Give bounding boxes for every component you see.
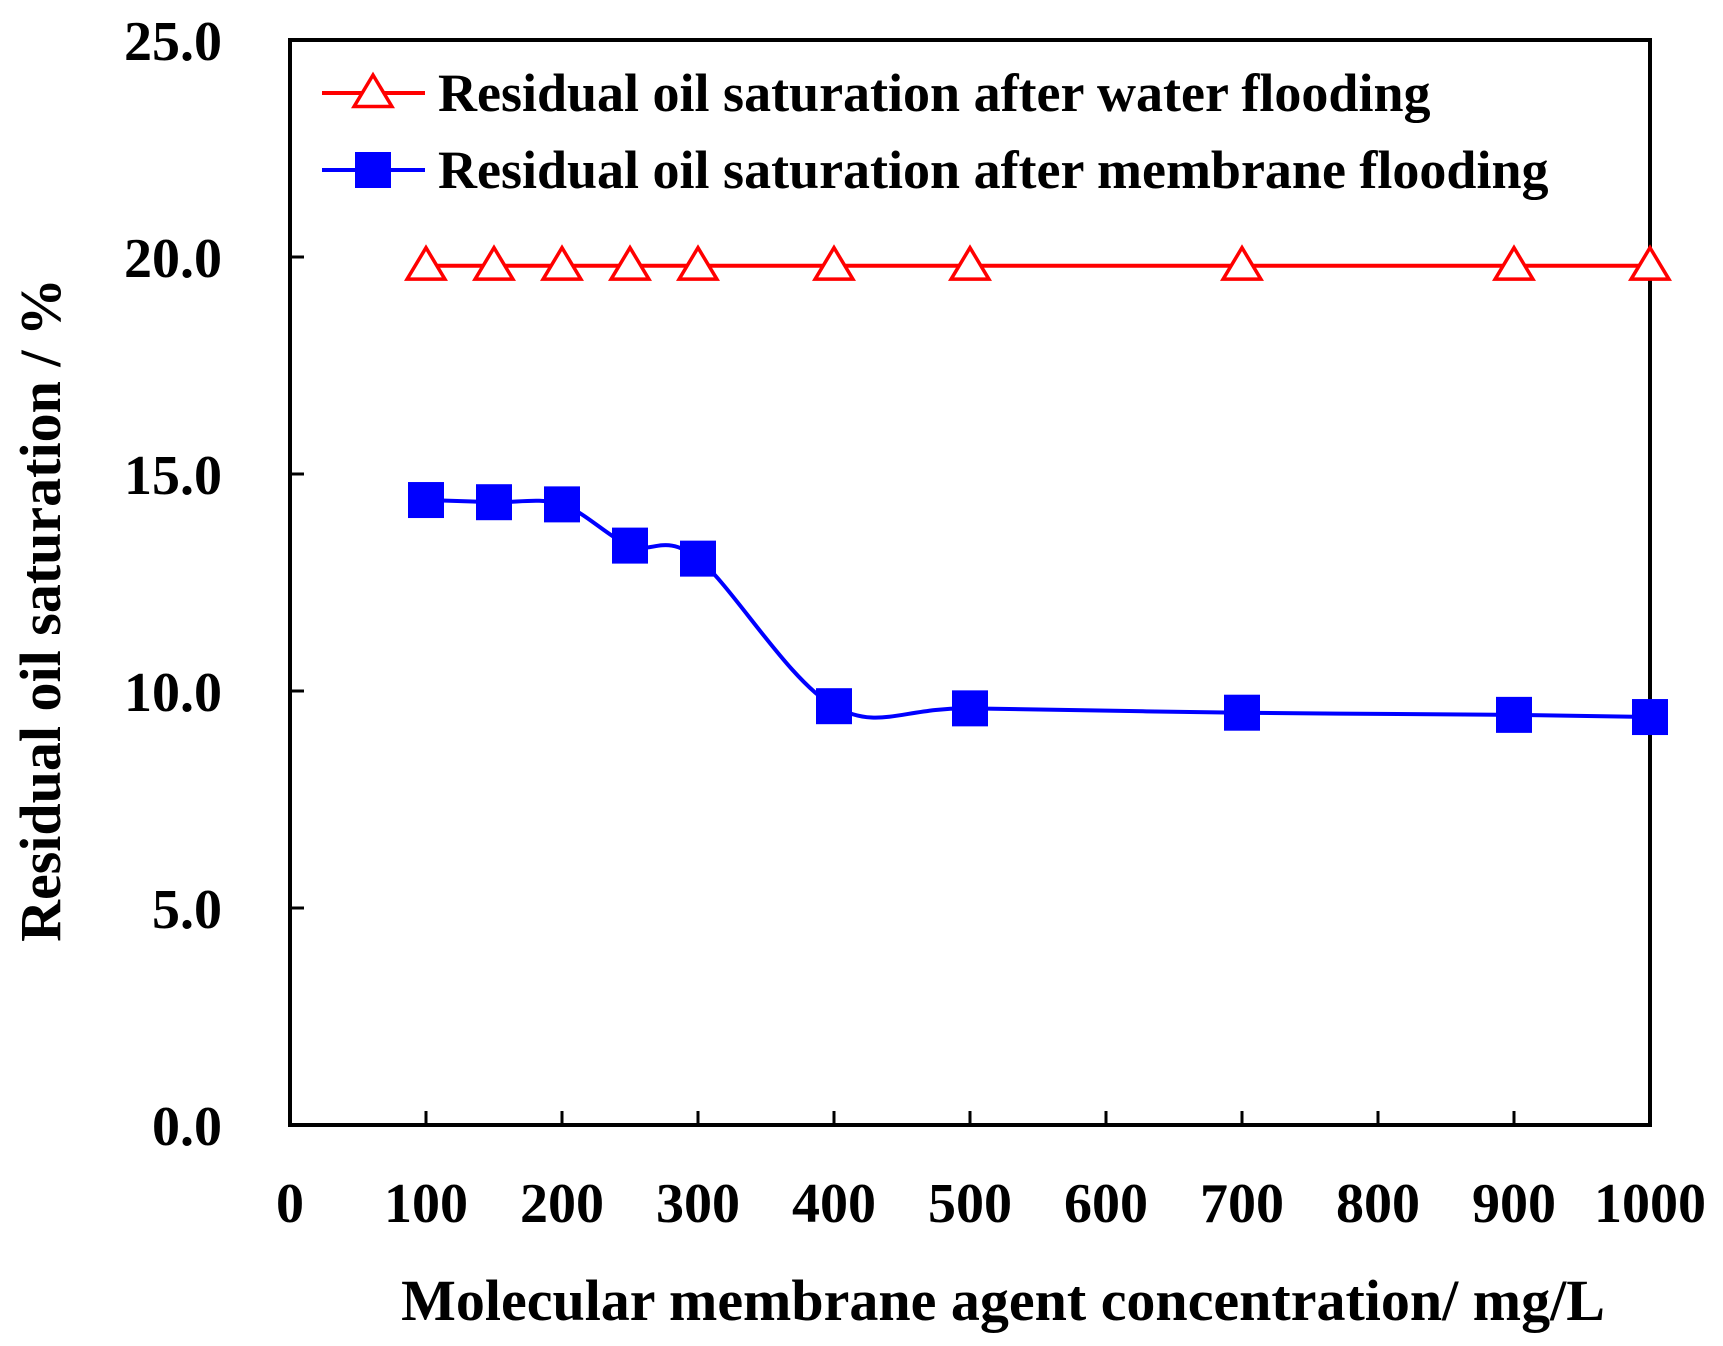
x-tick-label: 500 [928, 1173, 1012, 1235]
data-point [472, 244, 516, 281]
data-point [1224, 694, 1260, 731]
x-tick-label: 1000 [1594, 1173, 1706, 1235]
data-point [1628, 244, 1672, 281]
x-tick-label: 600 [1064, 1173, 1148, 1235]
legend-marker [351, 71, 395, 109]
data-point [540, 244, 584, 281]
legend-entry-2: Residual oil saturation after membrane f… [322, 140, 1548, 200]
data-point [1220, 244, 1264, 281]
legend-label: Residual oil saturation after membrane f… [438, 140, 1548, 200]
legend-entry-1: Residual oil saturation after water floo… [322, 63, 1431, 123]
data-point [1496, 696, 1532, 733]
data-point [948, 244, 992, 281]
x-tick-label: 900 [1472, 1173, 1556, 1235]
data-point [408, 482, 444, 519]
data-point [952, 690, 988, 727]
legend-marker [355, 152, 391, 188]
data-point [812, 244, 856, 281]
y-axis-title: Residual oil saturation / % [8, 278, 73, 942]
data-point [476, 484, 512, 521]
x-tick-label: 200 [520, 1173, 604, 1235]
x-tick-label: 400 [792, 1173, 876, 1235]
y-tick-label: 0.0 [152, 1096, 222, 1158]
data-point [680, 540, 716, 577]
y-tick-label: 20.0 [124, 228, 222, 290]
data-point [1632, 699, 1668, 736]
data-point [1492, 244, 1536, 281]
data-point [612, 527, 648, 564]
y-tick-label: 25.0 [124, 11, 222, 73]
y-tick-label: 10.0 [124, 662, 222, 724]
x-tick-label: 700 [1200, 1173, 1284, 1235]
plot-frame [288, 38, 1652, 1127]
legend-label: Residual oil saturation after water floo… [438, 63, 1431, 123]
data-point [544, 486, 580, 523]
x-tick-label: 300 [656, 1173, 740, 1235]
y-tick-label: 5.0 [152, 879, 222, 941]
series-2 [408, 482, 1668, 736]
series-line [425, 498, 1651, 720]
x-tick-label: 800 [1336, 1173, 1420, 1235]
x-tick-label: 0 [276, 1173, 304, 1235]
x-axis-title: Molecular membrane agent concentration/ … [401, 1268, 1605, 1333]
x-tick-label: 100 [384, 1173, 468, 1235]
y-tick-label: 15.0 [124, 445, 222, 507]
data-point [404, 244, 448, 281]
data-point [816, 688, 852, 725]
data-point [608, 244, 652, 281]
data-point [676, 244, 720, 281]
series-1 [404, 244, 1672, 281]
